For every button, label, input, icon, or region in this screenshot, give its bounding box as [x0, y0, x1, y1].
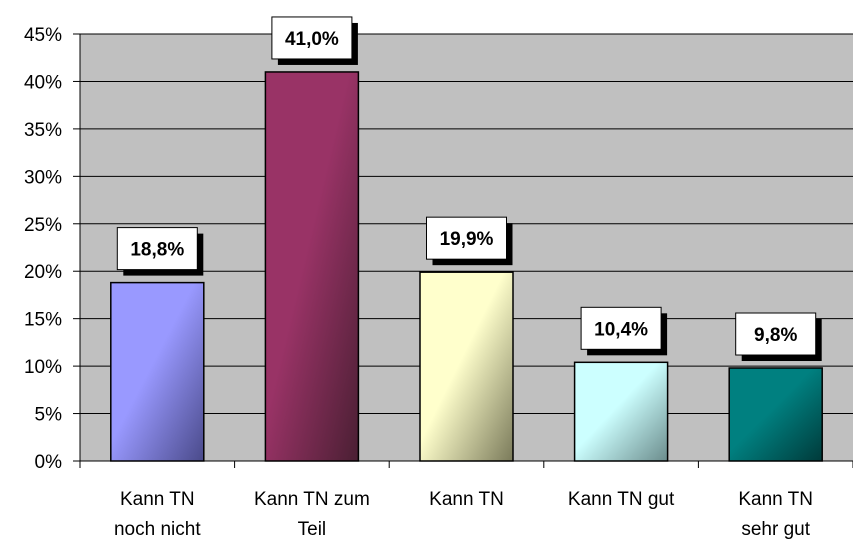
x-axis: Kann TN noch nicht Kann TN zum Teil Kann TN K…	[79, 460, 853, 540]
data-label-box	[271, 16, 353, 60]
bar	[573, 361, 669, 462]
y-tick-label: 5%	[35, 405, 63, 426]
x-tick-label: Teil	[298, 519, 327, 540]
data-label-box	[735, 312, 817, 356]
y-tick-label: 20%	[24, 262, 62, 283]
y-tick-label: 30%	[24, 167, 62, 188]
bar	[728, 367, 823, 462]
bar	[264, 71, 360, 462]
y-tick-label: 35%	[24, 120, 62, 141]
x-tick-label: Kann TN gut	[568, 489, 675, 510]
bar	[110, 281, 205, 462]
data-label: 19,9%	[440, 229, 494, 250]
data-label: 18,8%	[130, 240, 184, 261]
data-label: 9,8%	[754, 325, 797, 346]
x-tick-label: Kann TN zum	[254, 489, 370, 510]
data-label-box	[116, 227, 198, 271]
bar	[419, 271, 514, 462]
data-labels: 18,8% 41,0% 19,9% 10,4% 9,8%	[116, 16, 822, 362]
data-label-box	[580, 306, 662, 350]
y-tick-label: 45%	[24, 25, 62, 46]
x-tick-label: sehr gut	[741, 519, 810, 540]
y-tick-label: 10%	[24, 357, 62, 378]
data-label: 41,0%	[285, 29, 339, 50]
x-tick-label: Kann TN	[429, 489, 504, 510]
y-tick-label: 25%	[24, 215, 62, 236]
x-tick-label: Kann TN	[738, 489, 813, 510]
y-axis: 0% 5% 10% 15% 20% 25% 30% 35% 40% 45%	[24, 25, 81, 473]
x-tick-label: noch nicht	[114, 519, 201, 540]
data-label-box	[426, 216, 507, 260]
x-tick-label: Kann TN	[120, 489, 195, 510]
y-tick-label: 15%	[24, 310, 62, 331]
bars	[110, 71, 823, 462]
data-label: 10,4%	[594, 319, 648, 340]
y-tick-label: 0%	[35, 452, 63, 473]
y-tick-label: 40%	[24, 72, 62, 93]
